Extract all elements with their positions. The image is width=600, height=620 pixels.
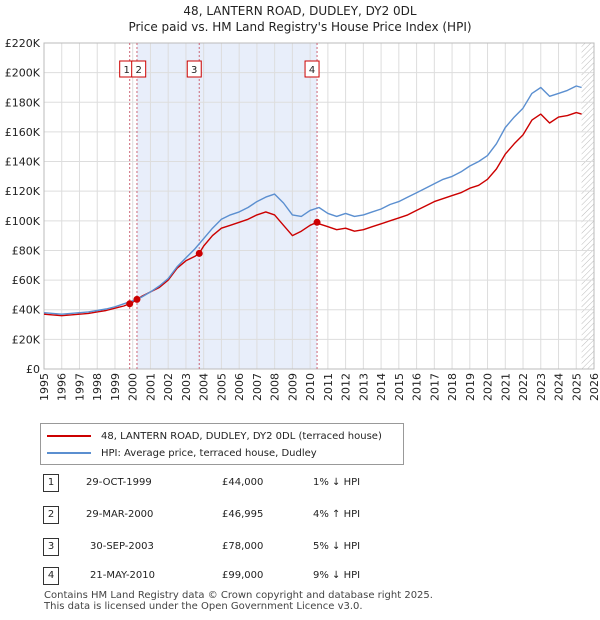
transaction-date: 21-MAY-2010 [90,570,156,581]
transaction-row: 3 30-SEP-2003 £78,000 5% ↓ HPI [40,537,380,559]
legend-item-property: 48, LANTERN ROAD, DUDLEY, DY2 0DL (terra… [47,428,382,444]
x-tick-label: 2020 [482,373,495,401]
x-tick-label: 2023 [535,373,548,401]
x-tick-label: 2018 [446,373,459,401]
x-tick-label: 2024 [553,373,566,401]
x-tick-label: 2009 [286,373,299,401]
y-tick-label: £60K [12,274,41,287]
y-tick-label: £80K [12,244,41,257]
x-tick-label: 1996 [56,373,69,401]
transaction-label-box [186,60,202,78]
legend-label-hpi: HPI: Average price, terraced house, Dudl… [101,447,317,459]
x-tick-label: 2010 [304,373,317,401]
x-tick-label: 2021 [499,373,512,401]
chart-title: 48, LANTERN ROAD, DUDLEY, DY2 0DL [183,4,417,18]
transaction-number: 3 [43,538,59,556]
x-tick-label: 2013 [357,373,370,401]
y-tick-label: £20K [12,333,41,346]
y-tick-label: £0 [26,363,40,376]
x-tick-label: 2022 [517,373,530,401]
x-tick-label: 2026 [588,373,600,401]
transaction-number: 2 [43,506,59,524]
y-tick-label: £160K [5,126,41,139]
footer-licence: This data is licensed under the Open Gov… [44,601,363,612]
transaction-label-box [304,60,320,78]
transaction-label-number: 2 [136,65,142,76]
legend-swatch-hpi [47,452,91,454]
x-tick-label: 2001 [144,373,157,401]
x-tick-label: 2019 [464,373,477,401]
x-tick-label: 2015 [393,373,406,401]
y-tick-label: £40K [12,304,41,317]
x-tick-label: 2008 [269,373,282,401]
y-tick-label: £100K [5,215,41,228]
transaction-price: £44,000 [222,477,264,488]
legend-label-property: 48, LANTERN ROAD, DUDLEY, DY2 0DL (terra… [101,430,382,442]
transaction-point [195,249,203,257]
transaction-hpi-diff: 9% ↓ HPI [313,570,361,581]
transaction-hpi-diff: 4% ↑ HPI [313,509,361,520]
x-tick-label: 2011 [322,373,335,401]
transaction-label-number: 3 [191,65,197,76]
y-tick-label: £200K [5,67,41,80]
transaction-hpi-diff: 5% ↓ HPI [313,541,361,552]
y-tick-label: £180K [5,96,41,109]
x-tick-label: 2002 [162,373,175,401]
x-tick-label: 2005 [215,373,228,401]
transaction-price: £78,000 [222,541,264,552]
transaction-label-number: 4 [309,65,315,76]
transaction-hpi-diff: 1% ↓ HPI [313,477,361,488]
shaded-period [136,43,318,369]
y-tick-label: £140K [5,156,41,169]
x-tick-label: 2007 [251,373,264,401]
x-tick-label: 1995 [38,373,51,401]
transaction-date: 29-OCT-1999 [86,477,152,488]
chart-subtitle: Price paid vs. HM Land Registry's House … [128,20,472,34]
footer-copyright: Contains HM Land Registry data © Crown c… [44,590,433,601]
transaction-date: 29-MAR-2000 [86,509,154,520]
chart-legend: 48, LANTERN ROAD, DUDLEY, DY2 0DL (terra… [40,423,404,465]
transaction-date: 30-SEP-2003 [90,541,154,552]
transaction-label-box [131,60,147,78]
transaction-row: 2 29-MAR-2000 £46,995 4% ↑ HPI [40,505,380,527]
transaction-row: 4 21-MAY-2010 £99,000 9% ↓ HPI [40,566,380,588]
transaction-price: £46,995 [222,509,264,520]
transaction-point [313,218,321,226]
x-tick-label: 2006 [233,373,246,401]
x-tick-label: 1998 [91,373,104,401]
x-tick-label: 2025 [570,373,583,401]
y-tick-label: £120K [5,185,41,198]
forecast-hatch [581,43,594,369]
transaction-point [126,300,134,308]
price-chart: £0 £20K £40K £60K £80K £100K £120K £140K £160K £1… [5,37,600,401]
x-tick-label: 2012 [340,373,353,401]
transaction-number: 4 [43,567,59,585]
plot-frame [43,42,595,370]
y-tick-label: £220K [5,37,41,50]
legend-swatch-property [47,435,91,437]
x-tick-label: 2017 [428,373,441,401]
legend-item-hpi: HPI: Average price, terraced house, Dudl… [47,445,317,461]
x-tick-label: 2004 [198,373,211,401]
transaction-row: 1 29-OCT-1999 £44,000 1% ↓ HPI [40,473,380,495]
transaction-number: 1 [43,474,59,492]
x-tick-label: 2014 [375,373,388,401]
x-tick-label: 2003 [180,373,193,401]
x-tick-label: 1997 [73,373,86,401]
transaction-label-number: 1 [124,65,130,76]
transaction-point [133,295,141,303]
x-tick-label: 1999 [109,373,122,401]
x-tick-label: 2000 [127,373,140,401]
transaction-price: £99,000 [222,570,264,581]
plot-area [44,43,594,369]
x-tick-label: 2016 [411,373,424,401]
